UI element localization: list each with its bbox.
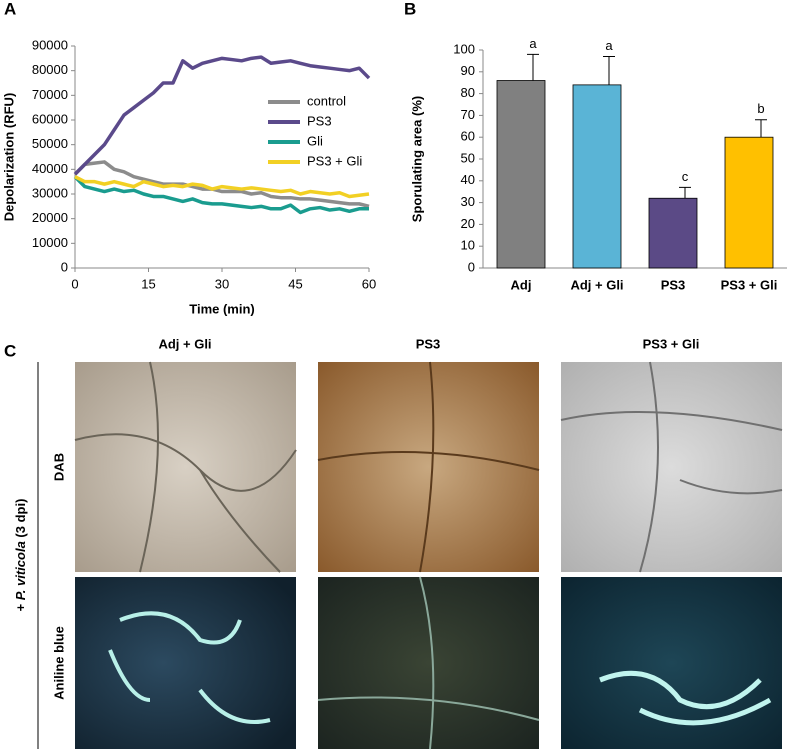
bar xyxy=(572,84,622,269)
side-label-part: + xyxy=(13,600,28,611)
y-tick-label: 30 xyxy=(461,194,475,209)
annotation: a xyxy=(529,36,537,51)
y-tick-label: 40000 xyxy=(32,161,68,176)
y-tick-label: 10 xyxy=(461,238,475,253)
y-tick-label: 90000 xyxy=(32,37,68,52)
annotation: a xyxy=(605,38,613,53)
y-tick-label: 60000 xyxy=(32,111,68,126)
line xyxy=(73,175,369,215)
side-label-part: P. viticola xyxy=(13,541,28,600)
column-label: PS3 + Gli xyxy=(643,336,700,351)
y-tick-label: 70 xyxy=(461,107,475,122)
side-label: + P. viticola (3 dpi) xyxy=(13,499,28,612)
x-tick-label: PS3 + Gli xyxy=(721,277,778,292)
y-tick-label: 40 xyxy=(461,172,475,187)
y-tick-label: 60 xyxy=(461,129,475,144)
legend-label: PS3 xyxy=(307,113,332,128)
micrographs xyxy=(74,361,783,750)
annotation: c xyxy=(682,169,689,184)
x-tick-label: 15 xyxy=(141,276,155,291)
y-tick-label: 20000 xyxy=(32,210,68,225)
line xyxy=(74,175,370,199)
legend-label: control xyxy=(307,93,346,108)
y-tick-label: 100 xyxy=(453,41,475,56)
y-tick-label: 20 xyxy=(461,216,475,231)
x-tick-label: Adj + Gli xyxy=(570,277,623,292)
column-label: Adj + Gli xyxy=(158,336,211,351)
error-bar xyxy=(755,119,767,138)
annotation: b xyxy=(757,101,764,116)
x-axis-label: Time (min) xyxy=(189,301,255,316)
error-bar xyxy=(527,53,539,81)
y-tick-label: 50000 xyxy=(32,136,68,151)
y-tick-label: 0 xyxy=(61,259,68,274)
y-tick-label: 10000 xyxy=(32,235,68,250)
panel-label: A xyxy=(4,0,16,18)
y-tick-label: 30000 xyxy=(32,185,68,200)
x-tick-label: 0 xyxy=(71,276,78,291)
y-tick-label: 90 xyxy=(461,63,475,78)
x-tick-label: 60 xyxy=(362,276,376,291)
column-label: PS3 xyxy=(416,336,441,351)
y-axis-label: Depolarization (RFU) xyxy=(1,93,16,222)
y-tick-label: 80000 xyxy=(32,62,68,77)
row-label: Aniline blue xyxy=(51,626,66,700)
bar xyxy=(648,197,698,269)
legend-label: PS3 + Gli xyxy=(307,153,362,168)
x-tick-label: PS3 xyxy=(661,277,686,292)
panel-label: C xyxy=(4,341,16,360)
error-bar xyxy=(603,56,615,85)
bar xyxy=(724,136,774,269)
error-bar xyxy=(679,186,691,199)
row-label: DAB xyxy=(51,453,66,481)
y-tick-label: 80 xyxy=(461,85,475,100)
x-tick-label: 30 xyxy=(215,276,229,291)
panel-label: B xyxy=(404,0,416,18)
line xyxy=(73,55,371,176)
x-tick-label: 45 xyxy=(288,276,302,291)
y-tick-label: 50 xyxy=(461,150,475,165)
y-tick-label: 0 xyxy=(468,259,475,274)
side-label-part: (3 dpi) xyxy=(13,499,28,542)
y-axis-label: Sporulating area (%) xyxy=(409,96,424,222)
y-tick-label: 70000 xyxy=(32,87,68,102)
bar xyxy=(496,80,546,269)
line xyxy=(73,160,370,209)
x-tick-label: Adj xyxy=(511,277,532,292)
legend-label: Gli xyxy=(307,133,323,148)
